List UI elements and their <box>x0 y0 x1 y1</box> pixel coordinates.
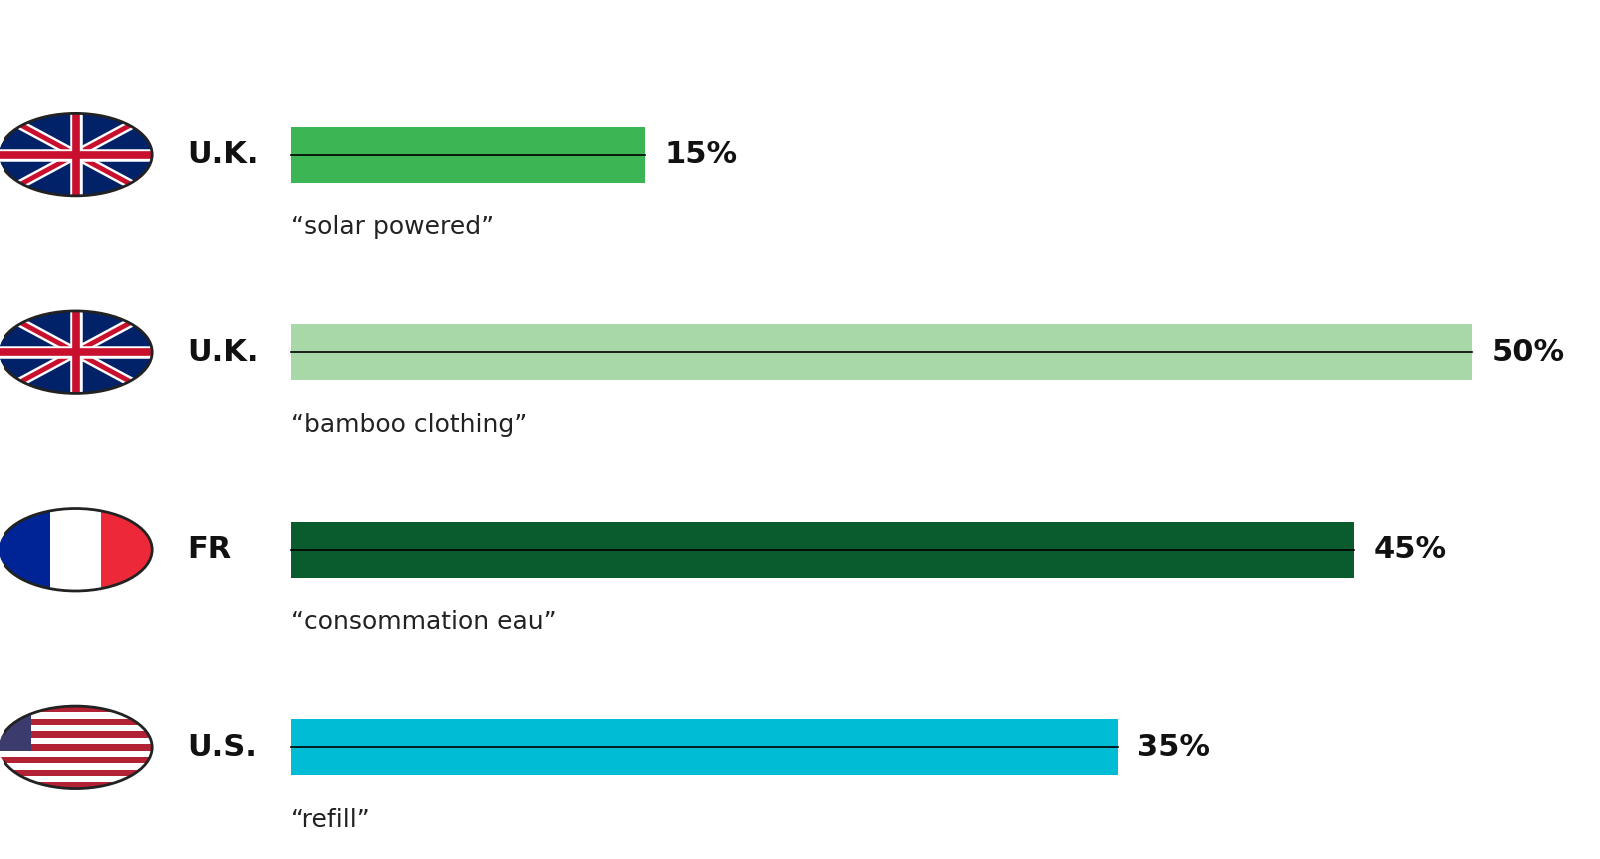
Bar <box>0 719 152 725</box>
Circle shape <box>0 509 152 591</box>
Text: 35%: 35% <box>1138 733 1210 762</box>
Bar <box>0 732 152 738</box>
Text: FR: FR <box>187 535 232 564</box>
Bar <box>0 706 30 751</box>
Circle shape <box>0 706 152 789</box>
Text: U.K.: U.K. <box>187 338 259 367</box>
Bar <box>0 706 152 712</box>
Bar <box>0 509 50 591</box>
Bar <box>0 757 152 763</box>
Text: 45%: 45% <box>1373 535 1446 564</box>
Circle shape <box>0 113 152 196</box>
Circle shape <box>0 706 152 789</box>
Bar <box>101 509 152 591</box>
Text: “refill”: “refill” <box>291 807 371 832</box>
Bar <box>0 770 152 776</box>
Text: 15%: 15% <box>664 140 738 169</box>
Text: “consommation eau”: “consommation eau” <box>291 610 557 634</box>
Text: U.K.: U.K. <box>187 140 259 169</box>
Circle shape <box>0 113 152 196</box>
Bar <box>0 783 152 789</box>
Text: 50%: 50% <box>1491 338 1565 367</box>
Bar <box>291 126 645 183</box>
Bar <box>291 720 1118 775</box>
Text: “bamboo clothing”: “bamboo clothing” <box>291 413 528 436</box>
Bar <box>291 522 1354 578</box>
Bar <box>0 744 152 751</box>
Bar <box>50 509 101 591</box>
Bar <box>291 324 1472 380</box>
Text: U.S.: U.S. <box>187 733 258 762</box>
Text: “solar powered”: “solar powered” <box>291 216 494 239</box>
Circle shape <box>0 311 152 393</box>
Circle shape <box>0 311 152 393</box>
